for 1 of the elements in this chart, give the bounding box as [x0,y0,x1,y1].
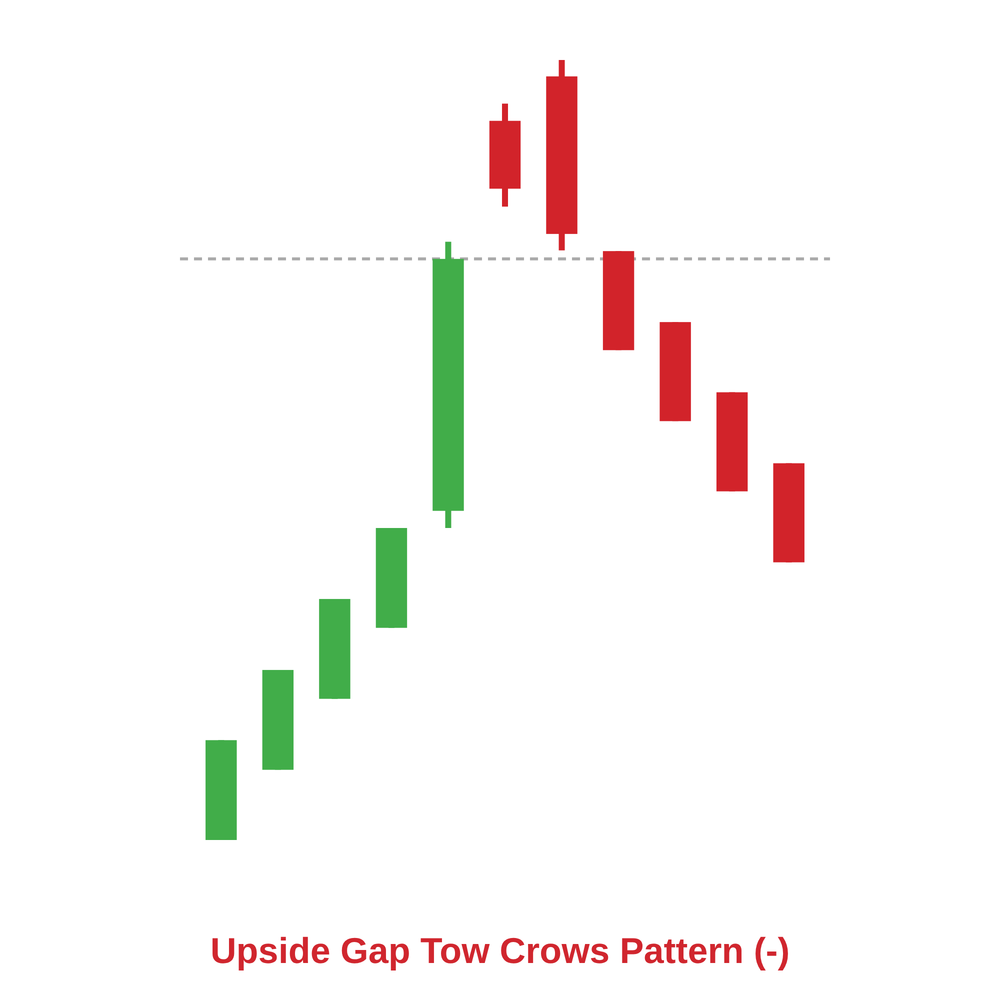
text: Upside Gap Tow Crows Pattern (-) [210,930,790,971]
